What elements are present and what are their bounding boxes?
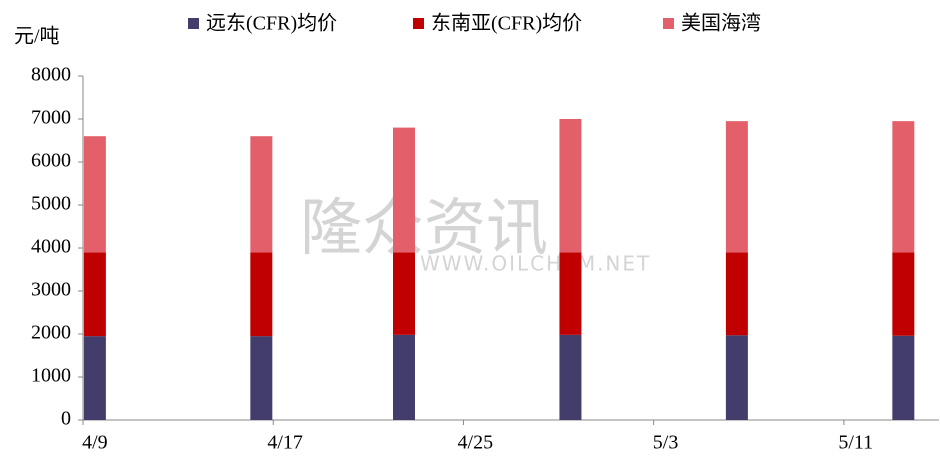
bar-segment	[892, 335, 915, 420]
legend-swatch	[413, 18, 424, 29]
bar-segment	[559, 252, 582, 335]
y-tick-label: 4000	[31, 236, 71, 258]
y-axis-label: 元/吨	[14, 25, 60, 48]
legend-label: 美国海湾	[681, 12, 761, 35]
bar-segment	[725, 252, 748, 336]
bar-segment	[892, 121, 915, 253]
x-tick-label: 4/17	[267, 432, 303, 454]
watermark: 隆众资讯	[300, 191, 548, 264]
bar-segment	[725, 335, 748, 420]
bar-segment	[393, 252, 415, 335]
y-tick-label: 8000	[31, 64, 71, 86]
y-tick-label: 2000	[31, 322, 71, 344]
bar-segment	[250, 136, 273, 253]
x-tick-label: 4/9	[82, 432, 108, 454]
y-tick-label: 7000	[31, 107, 71, 129]
bar-segment	[250, 252, 273, 337]
legend-swatch	[188, 18, 199, 29]
bar-segment	[83, 336, 106, 420]
y-tick-label: 1000	[31, 365, 71, 387]
x-tick-label: 5/11	[838, 432, 873, 454]
bar-segment	[393, 334, 415, 420]
y-tick-label: 6000	[31, 150, 71, 172]
bar-segment	[559, 334, 582, 420]
y-tick-label: 5000	[31, 193, 71, 215]
x-tick-label: 5/3	[653, 432, 679, 454]
y-tick-label: 0	[61, 408, 71, 430]
legend-label: 东南亚(CFR)均价	[431, 12, 582, 35]
bar-segment	[892, 252, 915, 336]
watermark-url: WWW.OILCHEM.NET	[420, 252, 651, 276]
bar-segment	[559, 119, 582, 253]
y-tick-label: 3000	[31, 279, 71, 301]
bar-segment	[250, 336, 273, 420]
bar-segment	[393, 127, 415, 253]
legend-label: 远东(CFR)均价	[206, 12, 337, 35]
bar-segment	[725, 121, 748, 253]
bar-segment	[83, 252, 106, 337]
x-tick-label: 4/25	[458, 432, 494, 454]
legend-swatch	[663, 18, 674, 29]
bar-segment	[83, 136, 106, 253]
